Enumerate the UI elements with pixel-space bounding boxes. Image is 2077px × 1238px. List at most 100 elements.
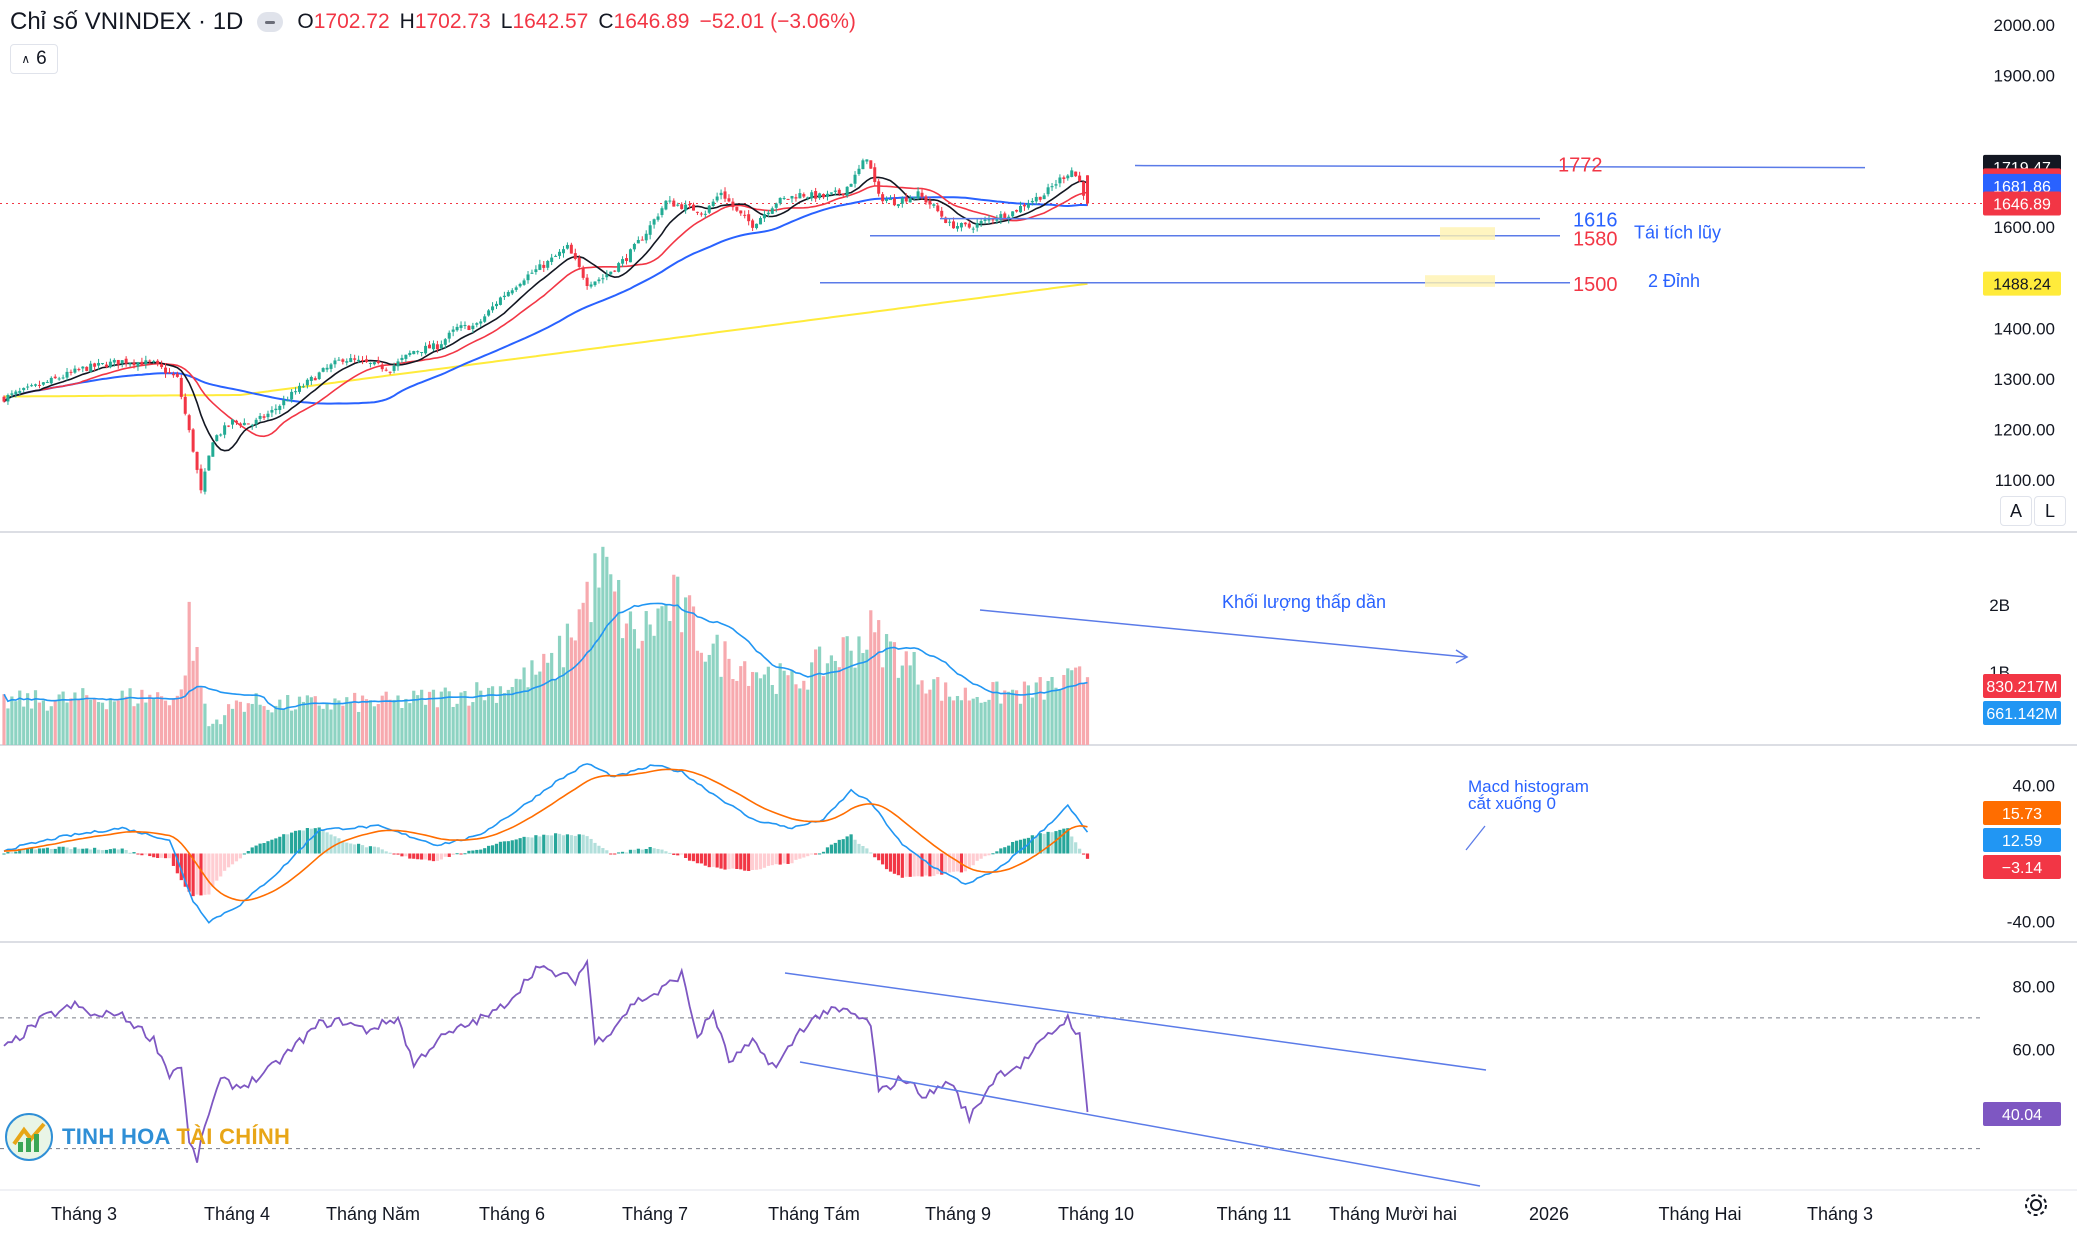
macd-histogram-bar [404, 853, 408, 857]
volume-bar [719, 676, 723, 745]
macd-histogram-bar [695, 853, 700, 864]
macd-histogram-bar [321, 830, 325, 854]
candle-body [825, 193, 829, 197]
candle-body [1003, 213, 1007, 219]
macd-histogram-bar [514, 839, 518, 854]
candle-body [195, 451, 199, 470]
candle-body [120, 360, 124, 364]
volume-bar [416, 695, 420, 745]
candle-body [979, 220, 983, 224]
volume-bar [971, 698, 975, 745]
macd-histogram-bar [69, 849, 73, 854]
macd-histogram-bar [93, 847, 97, 854]
volume-bar [845, 636, 849, 745]
volume-bar [790, 670, 794, 745]
macd-histogram-bar [242, 853, 246, 855]
volume-bar [774, 693, 778, 745]
candle-body [183, 396, 187, 414]
macd-histogram-bar [1070, 836, 1074, 854]
candle-body [1050, 186, 1054, 188]
candle-body [104, 364, 108, 368]
macd-histogram-bar [620, 851, 625, 854]
volume-bar [593, 553, 597, 745]
candle-body [869, 160, 873, 169]
collapse-legend-icon[interactable] [257, 12, 284, 32]
macd-histogram-bar [948, 853, 952, 873]
volume-bar [522, 667, 526, 745]
volume-bar [26, 693, 30, 745]
volume-bar [786, 675, 790, 745]
macd-histogram-bar [1022, 838, 1027, 854]
macd-histogram-bar [810, 853, 814, 855]
candle-body [853, 174, 857, 184]
candle-body [644, 233, 648, 241]
candle-body [640, 239, 644, 241]
macd-histogram-bar [751, 853, 755, 871]
brand-logo: TINH HOA TÀI CHÍNH [4, 1112, 290, 1162]
macd-histogram-bar [1026, 837, 1030, 854]
candle-body [77, 369, 81, 371]
log-scale-button[interactable]: L [2034, 496, 2066, 526]
volume-bar [278, 699, 282, 745]
macd-histogram-bar [829, 844, 833, 854]
volume-bar [455, 703, 459, 745]
change-value: −52.01 (−3.06%) [699, 10, 856, 33]
macd-histogram-bar [435, 853, 439, 861]
volume-bar [1081, 684, 1086, 745]
macd-histogram-bar [376, 847, 380, 854]
indicators-toggle-button[interactable]: ∧ 6 [10, 44, 58, 74]
candle-body [93, 363, 97, 367]
macd-histogram-bar [680, 853, 684, 855]
macd-histogram-bar [100, 850, 105, 854]
volume-bar [711, 643, 715, 745]
candle-body [632, 244, 636, 250]
candle-body [18, 390, 22, 393]
chart-header: Chỉ số VNINDEX · 1D O1702.72 H1702.73 L1… [10, 8, 856, 36]
volume-bar [183, 675, 187, 745]
macd-histogram-bar [707, 853, 711, 868]
macd-histogram-bar [487, 845, 491, 854]
volume-bar [884, 634, 889, 745]
candle-body [211, 442, 215, 457]
volume-bar [506, 689, 510, 745]
candle-body [889, 199, 892, 201]
macd-histogram-bar [747, 853, 751, 871]
candle-body [857, 168, 861, 175]
chart-title[interactable]: Chỉ số VNINDEX · 1D [10, 8, 244, 35]
candle-body [999, 214, 1003, 221]
macd-histogram-bar [297, 830, 302, 854]
candle-body [325, 367, 329, 370]
macd-histogram-bar [258, 843, 262, 854]
volume-bar [955, 696, 960, 745]
macd-histogram-bar [167, 853, 172, 859]
candle-body [439, 344, 443, 349]
macd-histogram-bar [652, 848, 656, 854]
settings-gear-icon[interactable] [2023, 1192, 2049, 1218]
candle-body [648, 225, 652, 235]
macd-histogram-bar [65, 847, 69, 854]
time-axis-label: Tháng Mười hai [1329, 1204, 1457, 1224]
macd-histogram-bar [443, 853, 447, 857]
macd-histogram-bar [238, 853, 242, 859]
candle-body [963, 222, 967, 225]
volume-bar [124, 696, 128, 745]
candle-body [207, 455, 211, 471]
volume-bar [396, 695, 400, 745]
volume-bar [873, 632, 877, 745]
volume-bar [1085, 677, 1090, 745]
candle-body [148, 360, 152, 362]
macd-histogram-bar [1042, 833, 1046, 854]
candle-body [755, 223, 759, 229]
candle-body [1030, 200, 1034, 203]
macd-histogram-bar [250, 847, 254, 854]
candle-body [948, 221, 952, 223]
auto-scale-button[interactable]: A [2000, 496, 2032, 526]
candle-body [1070, 170, 1074, 177]
volume-bar [286, 694, 290, 745]
macd-histogram-bar [345, 842, 349, 854]
macd-histogram-bar [1030, 835, 1034, 854]
volume-tick-label: 2B [1989, 596, 2010, 615]
macd-histogram-bar [349, 843, 353, 854]
macd-badge: −3.14 [2002, 860, 2043, 877]
